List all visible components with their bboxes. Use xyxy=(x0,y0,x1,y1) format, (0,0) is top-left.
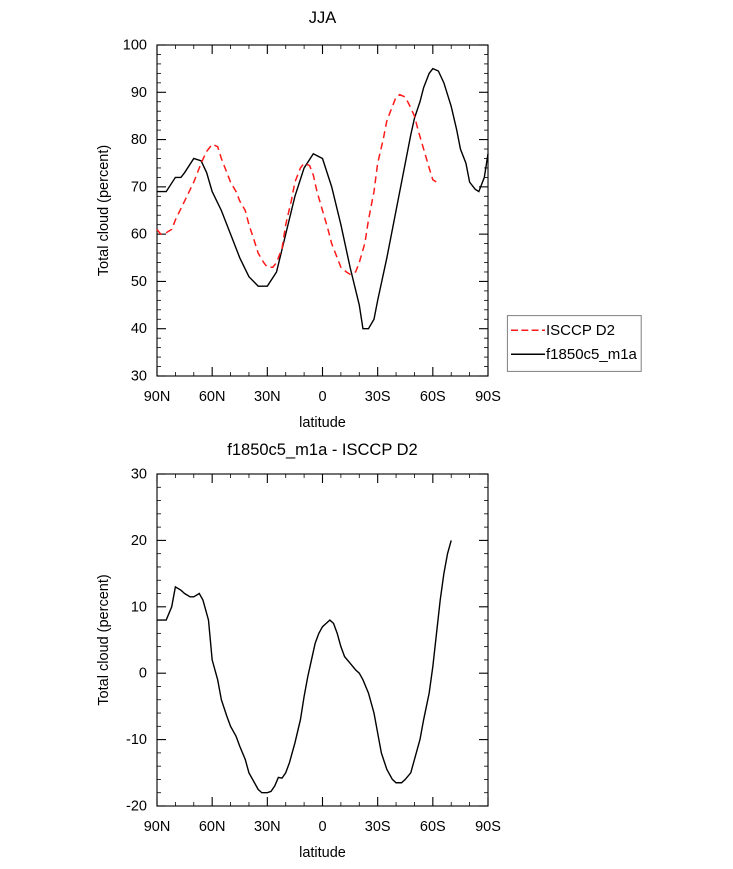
svg-text:50: 50 xyxy=(131,274,147,290)
svg-text:-20: -20 xyxy=(126,799,147,815)
svg-text:90N: 90N xyxy=(144,389,171,405)
svg-text:70: 70 xyxy=(131,179,147,195)
svg-text:30N: 30N xyxy=(254,389,281,405)
svg-text:10: 10 xyxy=(131,599,147,615)
svg-text:90: 90 xyxy=(131,85,147,101)
svg-text:60S: 60S xyxy=(420,819,446,835)
svg-text:30: 30 xyxy=(131,467,147,483)
svg-text:60N: 60N xyxy=(199,819,226,835)
svg-text:JJA: JJA xyxy=(309,9,337,27)
svg-text:60N: 60N xyxy=(199,389,226,405)
svg-text:80: 80 xyxy=(131,132,147,148)
svg-text:40: 40 xyxy=(131,321,147,337)
svg-text:latitude: latitude xyxy=(299,845,346,861)
svg-text:Total cloud (percent): Total cloud (percent) xyxy=(96,574,112,705)
svg-text:0: 0 xyxy=(318,389,326,405)
svg-text:60: 60 xyxy=(131,227,147,243)
svg-text:90S: 90S xyxy=(475,389,501,405)
svg-text:f1850c5_m1a - ISCCP D2: f1850c5_m1a - ISCCP D2 xyxy=(227,441,417,459)
svg-text:20: 20 xyxy=(131,533,147,549)
svg-text:Total cloud (percent): Total cloud (percent) xyxy=(96,145,112,276)
svg-text:0: 0 xyxy=(139,666,147,682)
svg-text:latitude: latitude xyxy=(299,415,346,431)
svg-text:-10: -10 xyxy=(126,732,147,748)
svg-text:90N: 90N xyxy=(144,819,171,835)
svg-text:30S: 30S xyxy=(365,819,391,835)
svg-text:100: 100 xyxy=(123,38,147,54)
svg-text:60S: 60S xyxy=(420,389,446,405)
svg-text:30: 30 xyxy=(131,369,147,385)
svg-text:f1850c5_m1a: f1850c5_m1a xyxy=(546,346,638,363)
svg-text:30N: 30N xyxy=(254,819,281,835)
svg-text:ISCCP D2: ISCCP D2 xyxy=(546,322,615,339)
svg-text:0: 0 xyxy=(318,819,326,835)
svg-text:30S: 30S xyxy=(365,389,391,405)
svg-text:90S: 90S xyxy=(475,819,501,835)
